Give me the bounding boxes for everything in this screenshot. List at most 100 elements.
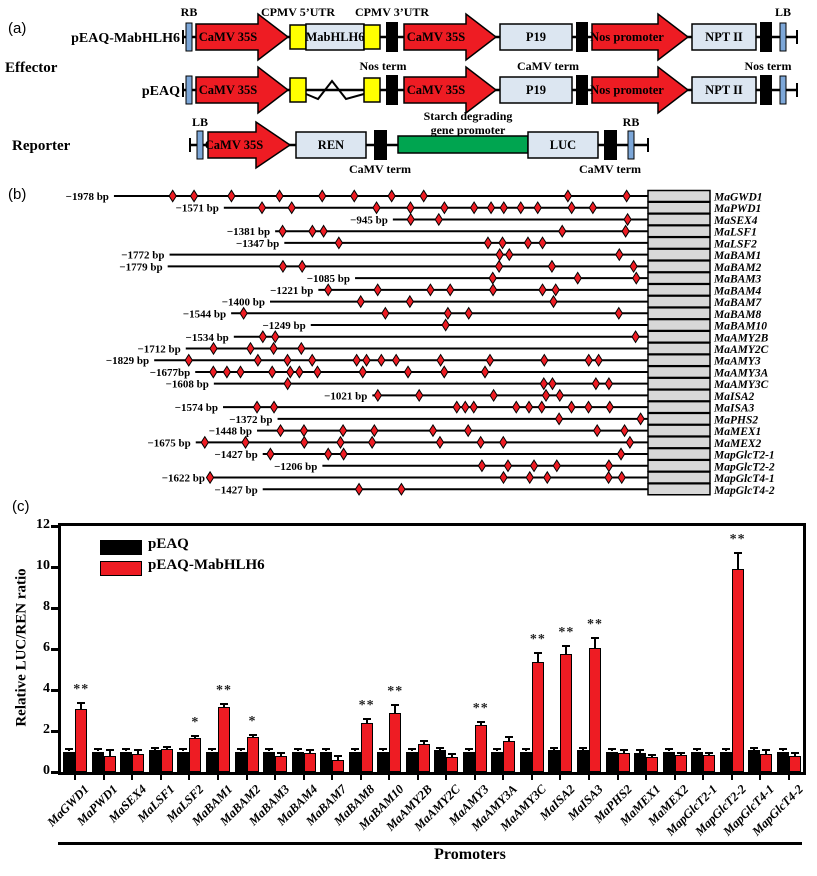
promoter-length-label: −1574 bp xyxy=(175,402,218,414)
error-bar-line xyxy=(479,721,482,725)
gene-box xyxy=(647,201,711,214)
construct-name: pEAQ-MabHLH6 xyxy=(71,31,180,46)
bhlh-binding-site-diamond xyxy=(499,470,508,485)
x-tick-mark xyxy=(102,775,105,780)
bhlh-binding-site-diamond xyxy=(391,353,401,367)
bar-peaq-mabhlh6 xyxy=(731,569,744,772)
bhlh-binding-site-diamond xyxy=(548,377,557,391)
error-bar-line xyxy=(280,752,283,756)
promoter-length-label: −1206 bp xyxy=(274,461,317,473)
bhlh-binding-site-diamond xyxy=(547,259,557,274)
significance-marker: ** xyxy=(215,683,232,699)
bhlh-binding-site-diamond xyxy=(512,400,521,414)
gene-name-label: MaISA2 xyxy=(713,391,755,403)
bar-peaq-mabhlh6 xyxy=(446,756,459,772)
bhlh-binding-site-diamond xyxy=(625,435,635,449)
gene-name-label: MaBAM2 xyxy=(713,262,762,274)
bhlh-binding-site-diamond xyxy=(334,236,344,250)
bhlh-binding-site-diamond xyxy=(631,330,640,344)
y-tick-label: 0 xyxy=(43,763,50,778)
y-tick-mark xyxy=(51,730,58,733)
gene-name-label: MaBAM3 xyxy=(713,274,762,286)
bar-peaq xyxy=(234,751,247,772)
error-bar-line xyxy=(736,552,739,570)
bar-peaq xyxy=(177,751,190,772)
bar-peaq-mabhlh6 xyxy=(474,724,487,772)
p19-box xyxy=(499,23,573,51)
legend-swatch-mabhlh6 xyxy=(100,561,142,576)
error-bar-line xyxy=(96,749,99,752)
x-tick-mark xyxy=(416,775,419,780)
nptii-label: NPT II xyxy=(705,83,743,97)
promoter-row: −1249 bp MaBAM10 xyxy=(263,318,767,333)
construct-name: pEAQ xyxy=(142,84,180,99)
ren-label: REN xyxy=(318,138,344,152)
bar-peaq xyxy=(120,751,133,772)
bhlh-binding-site-diamond xyxy=(516,201,525,215)
error-bar-line xyxy=(210,749,213,752)
bhlh-binding-site-diamond xyxy=(573,271,582,285)
error-bar-line xyxy=(422,741,425,745)
bar-peaq xyxy=(205,751,218,772)
bhlh-binding-site-diamond xyxy=(486,201,496,215)
error-bar-line xyxy=(610,749,613,752)
bhlh-binding-site-diamond xyxy=(617,470,626,485)
bhlh-binding-site-diamond xyxy=(555,388,564,403)
bhlh-binding-site-diamond xyxy=(494,259,504,274)
bhlh-binding-site-diamond xyxy=(367,435,377,449)
error-bar-cap xyxy=(648,753,657,756)
error-bar-line xyxy=(222,704,225,708)
nos-promoter-label: Nos promoter xyxy=(590,30,664,44)
rb-label: RB xyxy=(181,5,198,19)
promoter-row: −1427 bp MapGlcT4-2 xyxy=(214,482,775,497)
bar-peaq xyxy=(748,750,761,772)
cpmv5utr-box xyxy=(289,77,307,103)
error-bar-cap xyxy=(150,747,159,750)
bar-peaq-mabhlh6 xyxy=(246,737,259,772)
error-bar-cap xyxy=(162,746,171,749)
bhlh-binding-site-diamond xyxy=(419,189,428,203)
x-tick-mark xyxy=(473,775,476,780)
bhlh-binding-site-diamond xyxy=(594,353,603,367)
error-bar-cap xyxy=(607,748,616,751)
gene-name-label: MaSEX4 xyxy=(713,215,758,227)
bhlh-binding-site-diamond xyxy=(485,353,495,367)
bhlh-binding-site-diamond xyxy=(222,365,232,379)
significance-marker: ** xyxy=(73,682,90,698)
y-tick-label: 2 xyxy=(43,722,50,737)
error-bar-line xyxy=(125,749,128,752)
bar-peaq xyxy=(291,751,304,772)
error-bar-cap xyxy=(448,753,457,756)
y-tick-mark xyxy=(51,689,58,692)
x-tick-mark xyxy=(359,775,362,780)
rb-label: RB xyxy=(623,115,640,129)
x-tick-mark xyxy=(388,775,391,780)
bhlh-binding-site-diamond xyxy=(227,189,236,203)
luc-label: LUC xyxy=(550,138,576,152)
bhlh-binding-site-diamond xyxy=(541,388,551,403)
error-bar-line xyxy=(439,748,442,751)
gene-name-label: MapGlcT2-1 xyxy=(713,450,775,462)
error-bar-line xyxy=(308,750,311,753)
gene-box xyxy=(647,271,711,285)
error-bar-cap xyxy=(676,751,685,754)
promoter-row: −1085 bp MaBAM3 xyxy=(307,271,762,286)
left-border-bar xyxy=(779,75,787,105)
bar-peaq-mabhlh6 xyxy=(560,654,573,772)
bar-peaq-mabhlh6 xyxy=(303,752,316,772)
error-bar-cap xyxy=(105,749,114,752)
error-bar-line xyxy=(353,749,356,752)
promoter-row: −1400 bp MaBAM7 xyxy=(222,294,763,309)
x-tick-mark xyxy=(445,775,448,780)
bhlh-binding-site-diamond xyxy=(614,306,624,320)
x-tick-mark xyxy=(759,775,762,780)
error-bar-cap xyxy=(721,748,730,751)
gene-box xyxy=(647,342,711,355)
bhlh-binding-site-diamond xyxy=(499,201,508,215)
gene-box xyxy=(647,330,711,344)
bhlh-binding-site-diamond xyxy=(584,400,593,414)
bhlh-binding-site-diamond xyxy=(463,423,473,438)
error-bar-cap xyxy=(636,749,645,752)
bhlh-binding-site-diamond xyxy=(266,447,275,461)
promoter-length-label: −1448 bp xyxy=(209,426,252,438)
